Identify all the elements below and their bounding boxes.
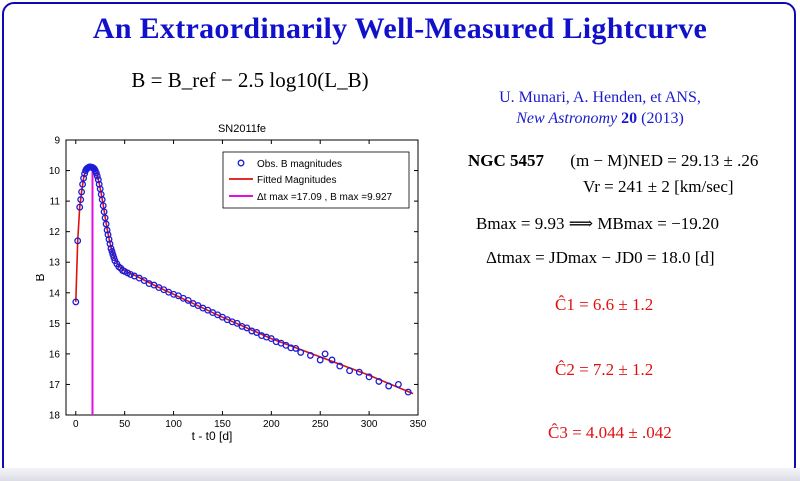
- x-tick-label: 300: [361, 419, 378, 430]
- velocity: Vr = 241 ± 2 [km/sec]: [583, 177, 734, 196]
- legend-box: [222, 151, 410, 209]
- y-tick-label: 17: [49, 380, 61, 391]
- y-tick-label: 10: [49, 166, 61, 177]
- data-point: [72, 298, 80, 306]
- c2-result: Ĉ2 = 7.2 ± 1.2: [555, 360, 653, 380]
- reference: U. Munari, A. Henden, et ANS, New Astron…: [475, 87, 725, 129]
- data-point: [297, 348, 305, 356]
- galaxy-line: NGC 5457 (m − M)NED = 29.13 ± .26: [468, 151, 758, 171]
- data-point: [76, 203, 84, 211]
- y-tick-label: 16: [49, 349, 61, 360]
- data-point: [404, 388, 412, 396]
- c1-result: Ĉ1 = 6.6 ± 1.2: [555, 295, 653, 315]
- data-point: [328, 356, 336, 364]
- data-point: [306, 351, 314, 359]
- bottom-bar: [0, 468, 800, 481]
- data-point: [316, 356, 324, 364]
- x-tick-label: 100: [165, 419, 182, 430]
- y-tick-label: 14: [49, 288, 61, 299]
- data-point: [109, 251, 117, 259]
- data-point: [105, 235, 113, 243]
- legend-label-obs: Obs. B magnitudes: [257, 159, 342, 170]
- data-point: [92, 169, 100, 177]
- x-axis-label: t - t0 [d]: [192, 429, 233, 443]
- dtmax-equation: Δtmax = JDmax − JD0 = 18.0 [d]: [486, 248, 715, 267]
- data-point: [94, 176, 102, 184]
- data-point: [365, 373, 373, 381]
- data-point: [287, 344, 295, 352]
- y-tick-label: 12: [49, 227, 61, 238]
- data-point: [385, 382, 393, 390]
- chart-title: SN2011fe: [218, 123, 266, 135]
- data-point: [108, 248, 116, 255]
- c3-text: Ĉ3 = 4.044 ± .042: [548, 423, 672, 442]
- y-tick-label: 9: [54, 136, 60, 147]
- data-point: [110, 254, 118, 262]
- y-axis-label: B: [36, 273, 47, 281]
- reference-citation: New Astronomy 20 (2013): [475, 108, 725, 129]
- slide-title: An Extraordinarily Well-Measured Lightcu…: [92, 12, 708, 45]
- data-point: [80, 174, 88, 182]
- data-point: [74, 237, 82, 245]
- reference-volume: 20: [621, 110, 638, 127]
- c1-text: Ĉ1 = 6.6 ± 1.2: [555, 295, 654, 314]
- data-point: [140, 277, 148, 285]
- data-point: [127, 270, 134, 278]
- y-tick-label: 13: [49, 258, 61, 269]
- data-point: [103, 226, 111, 234]
- legend-label-tmax: Δt max =17.09 , B max =9.927: [257, 192, 393, 203]
- data-point: [292, 344, 300, 352]
- y-tick-label: 15: [49, 319, 61, 330]
- c3-result: Ĉ3 = 4.044 ± .042: [548, 423, 672, 443]
- data-point: [95, 180, 103, 188]
- galaxy-name: NGC 5457: [468, 151, 545, 170]
- data-point: [77, 196, 85, 204]
- distance-modulus: (m − M)NED = 29.13 ± .26: [570, 151, 759, 170]
- x-tick-label: 50: [119, 419, 131, 430]
- data-point: [394, 380, 402, 388]
- x-tick-label: 350: [410, 419, 427, 430]
- x-tick-label: 150: [214, 419, 231, 430]
- data-point: [336, 362, 344, 370]
- data-point: [78, 188, 86, 196]
- x-tick-label: 250: [312, 419, 329, 430]
- y-tick-label: 11: [50, 197, 61, 208]
- data-point: [346, 367, 354, 375]
- y-tick-label: 18: [49, 411, 61, 422]
- reference-journal: New Astronomy: [516, 110, 618, 127]
- x-tick-label: 0: [73, 419, 79, 430]
- data-point: [267, 335, 275, 343]
- data-point: [243, 324, 251, 332]
- data-point: [104, 231, 112, 239]
- c2-text: Ĉ2 = 7.2 ± 1.2: [555, 360, 654, 379]
- data-point: [253, 329, 261, 336]
- legend-marker-obs: [237, 159, 245, 167]
- data-point: [321, 350, 329, 358]
- reference-year: (2013): [641, 110, 684, 127]
- lightcurve-chart: SN2011fe 0 50 100 150 200 250 300 350 9 10 11 12 13 14…: [33, 118, 428, 448]
- data-point: [355, 368, 363, 376]
- bmax-equation: Bmax = 9.93 ⟹ MBmax = −19.20: [476, 214, 719, 233]
- magnitude-formula: B = B_ref − 2.5 log10(L_B): [131, 68, 369, 92]
- lightcurve-svg: SN2011fe 0 50 100 150 200 250 300 350 9 10 11 12 13 14…: [33, 123, 427, 443]
- data-point: [106, 240, 114, 248]
- data-point: [233, 319, 241, 327]
- x-tick-label: 200: [263, 419, 280, 430]
- data-point: [184, 296, 192, 304]
- data-point: [93, 172, 101, 180]
- data-point: [375, 377, 383, 385]
- data-point: [107, 245, 115, 252]
- legend-label-fit: Fitted Magnitudes: [257, 175, 337, 186]
- reference-authors: U. Munari, A. Henden, et ANS,: [499, 89, 701, 106]
